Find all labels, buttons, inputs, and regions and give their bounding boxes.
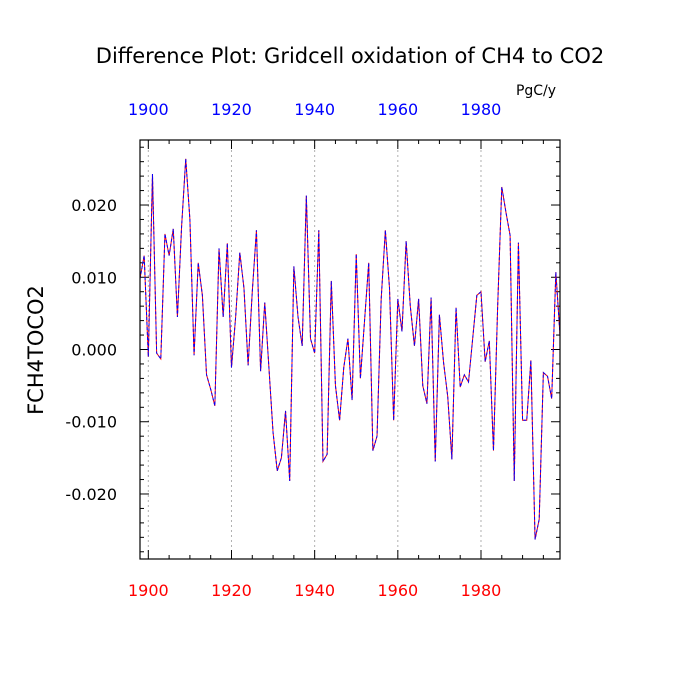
x-tick-label-top: 1980	[461, 100, 502, 119]
series-line-blue	[139, 158, 561, 540]
y-tick-label: -0.020	[65, 485, 117, 504]
x-tick-label-top: 1920	[211, 100, 252, 119]
y-tick-label: -0.010	[65, 413, 117, 432]
x-tick-label-top: 1960	[377, 100, 418, 119]
y-tick-labels: 0.020 0.010 0.000 -0.010 -0.020	[65, 196, 117, 504]
x-tick-label-bottom: 1960	[377, 581, 418, 600]
top-x-tick-labels: 1900 1920 1940 1960 1980	[128, 100, 501, 119]
series-line-red	[139, 158, 561, 540]
y-tick-label: 0.000	[71, 341, 117, 360]
x-tick-label-top: 1940	[294, 100, 335, 119]
y-axis-label: FCH4TOCO2	[24, 285, 48, 415]
series-lines	[139, 158, 561, 540]
plot-frame	[139, 139, 561, 560]
y-tick-label: 0.020	[71, 196, 117, 215]
bottom-x-tick-labels: 1900 1920 1940 1960 1980	[128, 581, 501, 600]
x-tick-label-bottom: 1900	[128, 581, 169, 600]
chart-title: Difference Plot: Gridcell oxidation of C…	[96, 44, 604, 68]
x-tick-label-bottom: 1980	[461, 581, 502, 600]
axis-ticks	[140, 140, 560, 559]
x-tick-label-bottom: 1940	[294, 581, 335, 600]
units-label: PgC/y	[516, 83, 556, 99]
x-tick-label-top: 1900	[128, 100, 169, 119]
y-tick-label: 0.010	[71, 268, 117, 287]
x-tick-label-bottom: 1920	[211, 581, 252, 600]
